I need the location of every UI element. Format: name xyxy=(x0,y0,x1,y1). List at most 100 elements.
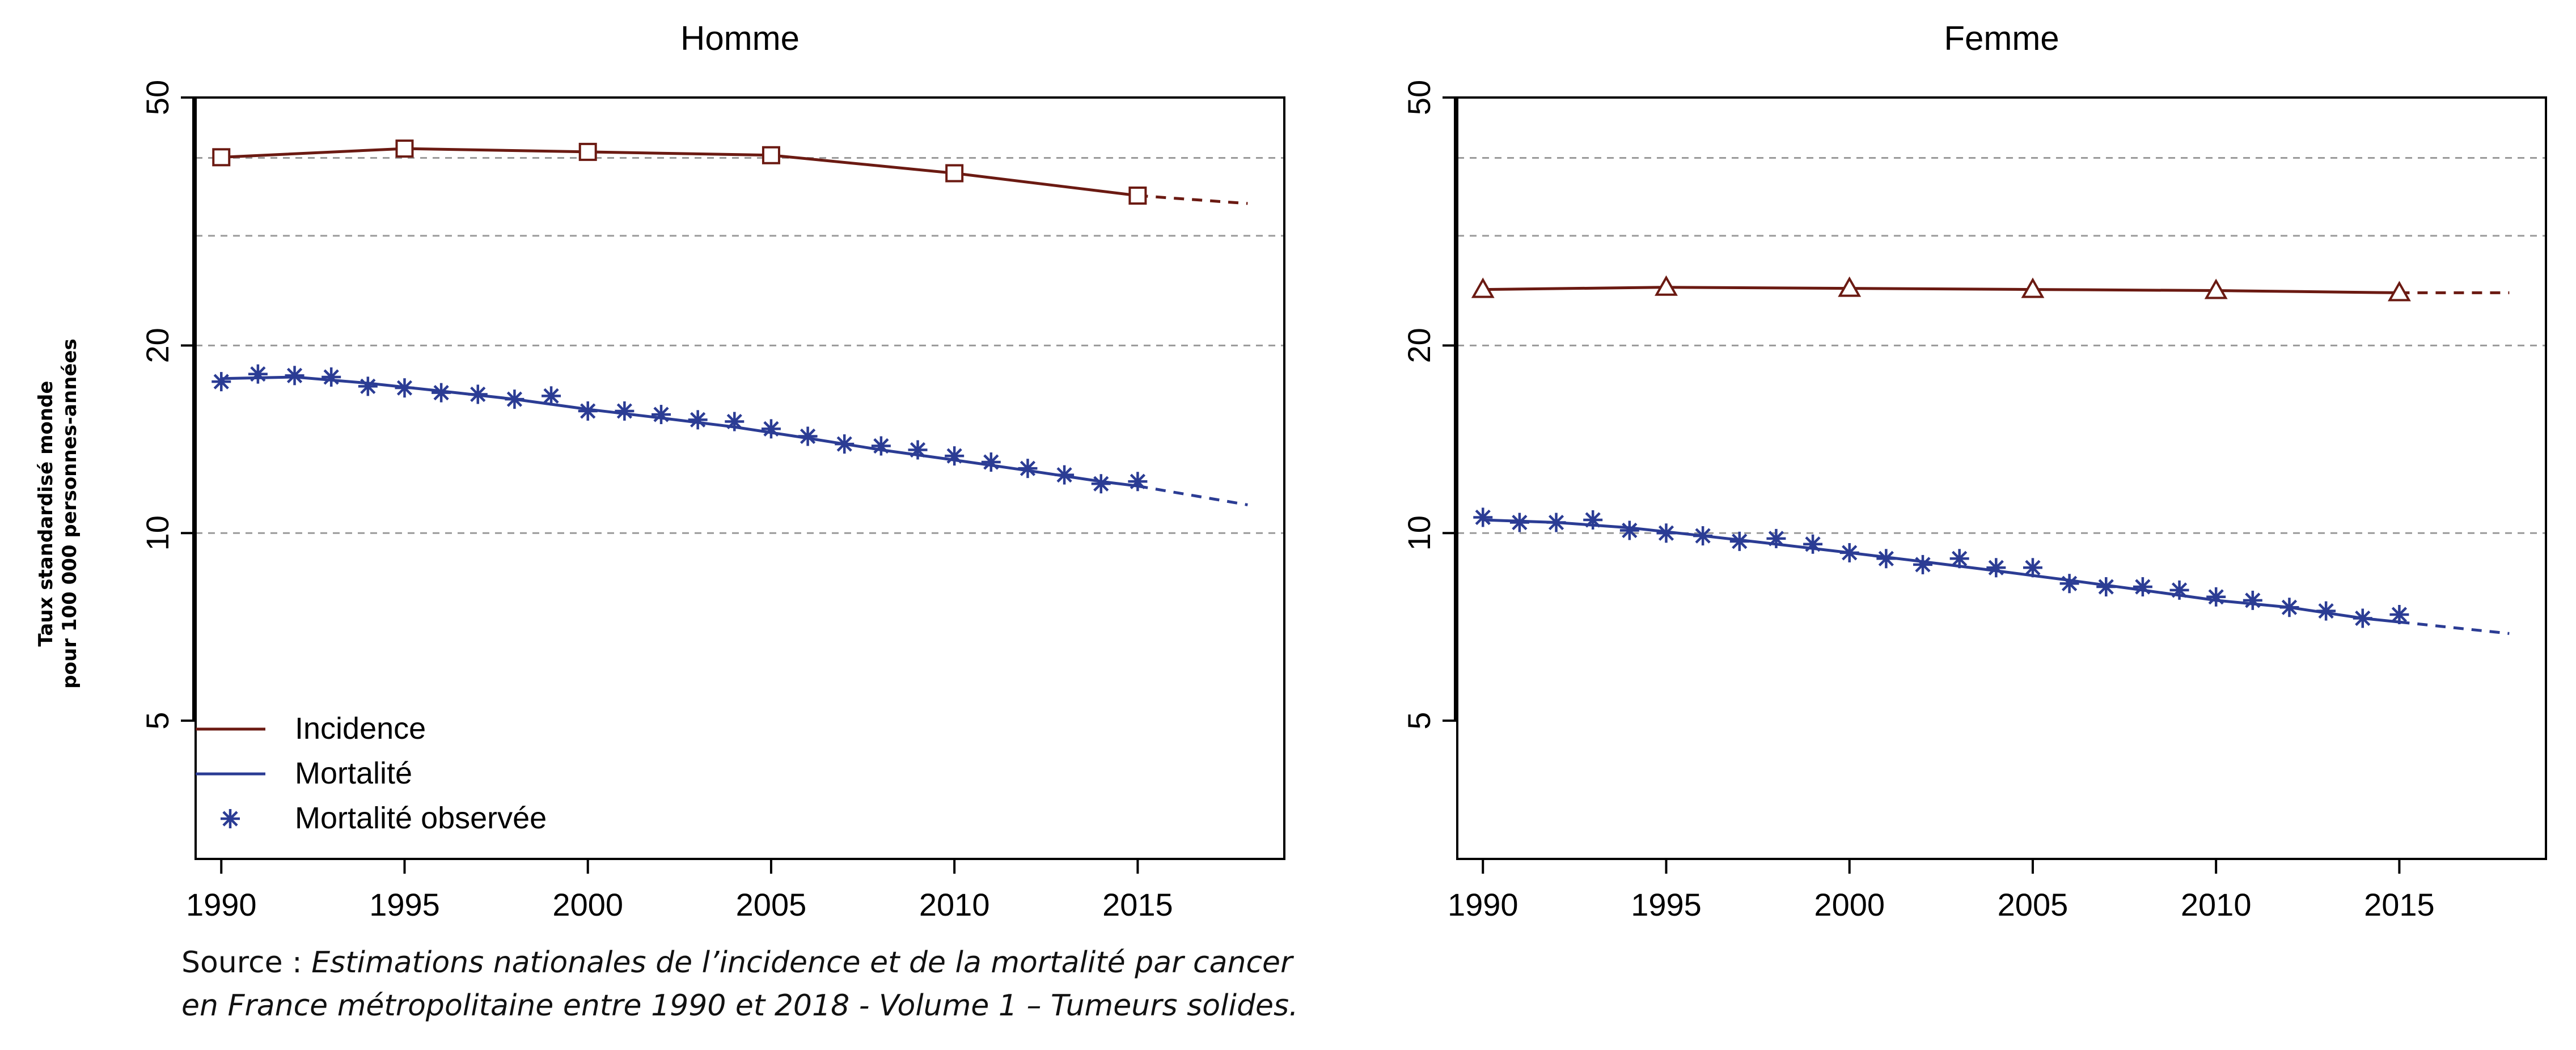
observed-mortality-point-stroke xyxy=(1768,531,1784,547)
incidence-point xyxy=(1838,276,1862,297)
x-tick-label-1995: 1995 xyxy=(1631,887,1702,922)
observed-mortality-point xyxy=(212,372,231,392)
x-tick-label-2010: 2010 xyxy=(919,887,990,922)
observed-mortality-point xyxy=(578,401,598,421)
observed-mortality-point xyxy=(2243,590,2262,610)
observed-mortality-point-stroke xyxy=(2061,575,2078,591)
observed-mortality-point-stroke xyxy=(396,380,413,396)
incidence-point xyxy=(945,164,964,183)
observed-mortality-point xyxy=(2133,577,2152,597)
observed-mortality-point-stroke xyxy=(506,391,523,407)
series-incidence-line xyxy=(221,147,1138,197)
observed-mortality-point-stroke xyxy=(1130,473,1146,489)
observed-mortality-point-stroke xyxy=(2208,589,2224,605)
panel-title: Homme xyxy=(680,19,800,57)
observed-mortality-point-stroke xyxy=(2355,610,2371,626)
x-tick-label-1990: 1990 xyxy=(186,887,257,922)
observed-mortality-point xyxy=(1091,474,1111,494)
observed-mortality-point xyxy=(981,452,1001,472)
observed-mortality-point xyxy=(2023,558,2042,578)
panel-homme: Homme 5 10 20 50 1990 1995 2000 2005 2010 2015 xyxy=(139,19,1285,922)
x-tick-label-2010: 2010 xyxy=(2181,887,2252,922)
plot-frame xyxy=(194,96,1285,860)
observed-mortality-point xyxy=(798,426,818,446)
y-tick-label-5: 5 xyxy=(139,712,175,730)
legend: Incidence Mortalité Mortalité observée xyxy=(196,712,547,835)
observed-mortality-point xyxy=(322,367,341,387)
observed-mortality-point-stroke xyxy=(2318,603,2334,619)
observed-mortality-point-stroke xyxy=(763,421,779,437)
observed-mortality-point xyxy=(285,366,304,386)
panel-title: Femme xyxy=(1944,19,2059,57)
y-tick-label-50: 50 xyxy=(139,80,175,115)
observed-mortality-point xyxy=(2389,605,2409,625)
observed-mortality-point xyxy=(1766,528,1786,548)
observed-mortality-point xyxy=(2316,601,2336,621)
x-tick-label-2015: 2015 xyxy=(2364,887,2435,922)
observed-mortality-point xyxy=(2353,608,2372,628)
observed-mortality-point xyxy=(2059,574,2079,594)
y-tick-label-5: 5 xyxy=(1401,712,1437,730)
incidence-point xyxy=(2021,277,2045,298)
observed-mortality-point-stroke xyxy=(1732,534,1748,549)
observed-mortality-point xyxy=(1656,523,1676,543)
observed-mortality-point-stroke xyxy=(580,403,596,419)
panel-femme: Femme 5 10 20 50 1990 1995 2000 2005 2010 2015 xyxy=(1401,19,2547,922)
observed-mortality-point xyxy=(615,401,635,421)
observed-mortality-point-stroke xyxy=(360,378,376,395)
incidence-point xyxy=(1471,277,1495,298)
observed-mortality-point xyxy=(1619,520,1639,540)
observed-mortality-point-stroke xyxy=(470,386,486,403)
observed-mortality-point xyxy=(248,364,268,384)
x-tick-label-2000: 2000 xyxy=(552,887,623,922)
observed-mortality-point-stroke xyxy=(2025,560,2041,575)
observed-mortality-point-stroke xyxy=(2171,582,2188,598)
observed-mortality-point xyxy=(1509,513,1529,532)
series-mortality-line xyxy=(221,375,1138,488)
series-mortality-line xyxy=(1483,518,2400,624)
y-tick-label-10: 10 xyxy=(1401,515,1437,551)
observed-mortality-point xyxy=(908,440,928,460)
y-axis-label: Taux standardisé monde pour 100 000 pers… xyxy=(35,338,81,688)
plot-frame xyxy=(1456,96,2547,860)
legend-mortality-label: Mortalité xyxy=(295,756,412,790)
incidence-point xyxy=(2204,278,2228,299)
incidence-point xyxy=(2387,281,2411,302)
observed-mortality-point xyxy=(2169,580,2189,600)
series-incidence-projection xyxy=(1137,194,1248,205)
observed-mortality-point-stroke xyxy=(1805,536,1821,552)
incidence-point xyxy=(1128,186,1147,205)
observed-mortality-point xyxy=(1986,558,2006,578)
y-axis-label-line1: Taux standardisé monde xyxy=(35,381,57,647)
observed-mortality-point-stroke xyxy=(2245,592,2261,608)
incidence-point xyxy=(762,146,780,164)
observed-mortality-point-stroke xyxy=(1475,509,1491,526)
series-incidence-line xyxy=(1483,286,2400,294)
observed-mortality-point xyxy=(432,383,451,403)
observed-mortality-point xyxy=(725,412,745,431)
series-mortality-projection xyxy=(1137,484,1248,506)
legend-observed-star xyxy=(221,809,240,828)
observed-mortality-point-stroke xyxy=(2135,579,2151,595)
observed-mortality-point-stroke xyxy=(1512,514,1528,531)
x-tick-label-2005: 2005 xyxy=(1998,887,2069,922)
x-tick-label-2000: 2000 xyxy=(1814,887,1885,922)
observed-mortality-point xyxy=(945,446,965,466)
incidence-point xyxy=(1655,275,1678,296)
y-tick-label-50: 50 xyxy=(1401,80,1437,115)
observed-mortality-point-stroke xyxy=(946,448,962,464)
incidence-point xyxy=(395,139,414,158)
observed-mortality-point xyxy=(2206,587,2226,607)
observed-mortality-point-stroke xyxy=(1952,551,1968,566)
observed-mortality-point-stroke xyxy=(323,369,339,385)
observed-mortality-point-stroke xyxy=(1878,551,1894,566)
observed-mortality-point-stroke xyxy=(1585,512,1601,528)
observed-mortality-point xyxy=(1839,543,1859,562)
observed-mortality-point xyxy=(1913,554,1933,574)
legend-observed-star-stroke xyxy=(222,811,238,827)
observed-mortality-point-stroke xyxy=(1915,557,1931,573)
observed-mortality-point xyxy=(871,436,891,456)
observed-mortality-point-stroke xyxy=(1695,528,1711,544)
source-label: Source : xyxy=(181,946,302,980)
